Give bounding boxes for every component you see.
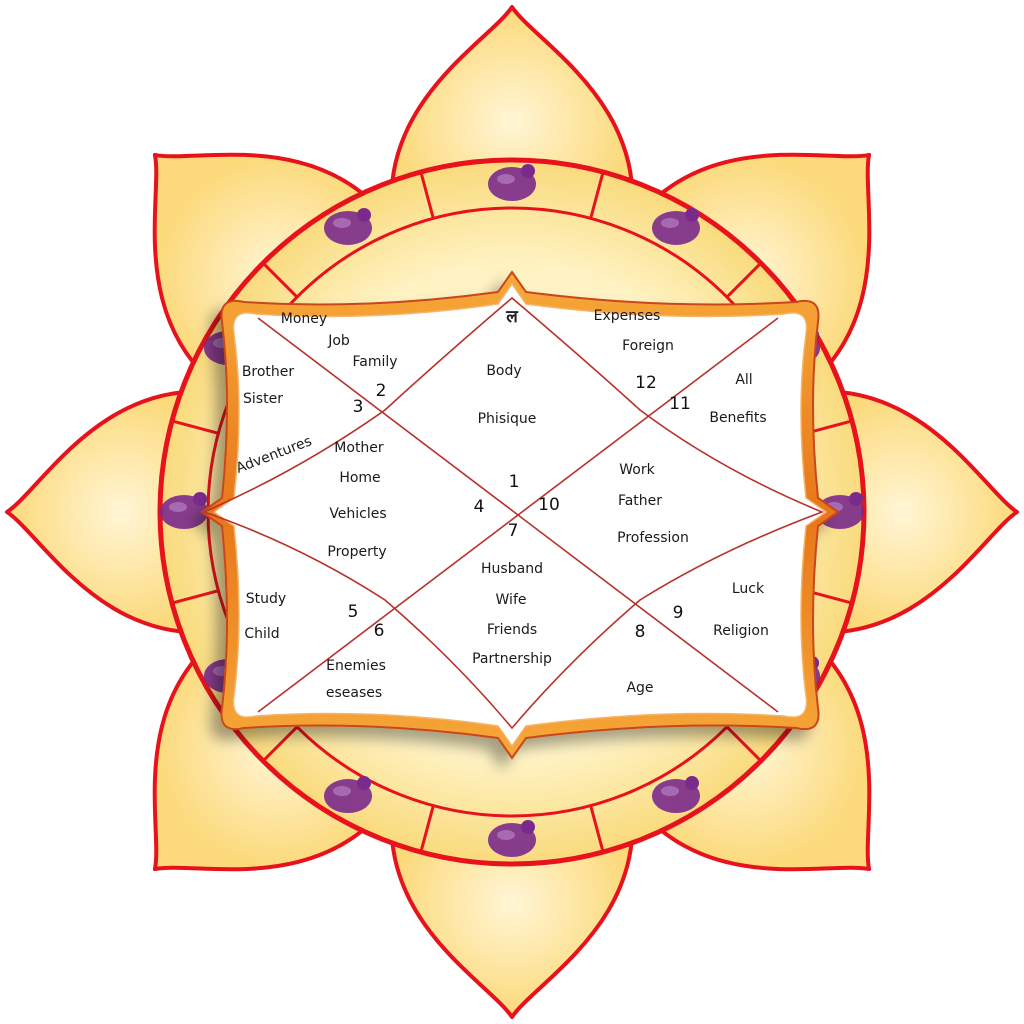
house-number-7: 7 xyxy=(508,521,519,541)
taurus-bull-icon xyxy=(652,207,700,245)
house-number-3: 3 xyxy=(353,397,364,417)
house-6-label: eseases xyxy=(326,685,382,701)
house-number-6: 6 xyxy=(374,621,385,641)
ring-divider xyxy=(171,419,219,435)
house-number-12: 12 xyxy=(635,373,657,393)
libra-scales-icon xyxy=(160,492,208,529)
chart-diamond xyxy=(201,296,825,730)
aries-ram-icon xyxy=(488,164,536,201)
leo-lion-icon xyxy=(488,820,536,857)
house-6-label: Enemies xyxy=(326,658,386,674)
ring-divider xyxy=(419,171,435,219)
house-4-label: Vehicles xyxy=(329,506,386,522)
lagna-glyph: ल xyxy=(505,307,519,327)
ring-divider xyxy=(589,171,605,219)
house-5-label: Study xyxy=(246,591,286,607)
chart-lines xyxy=(201,296,825,730)
house-11-label: Benefits xyxy=(709,410,766,426)
house-12-label: Foreign xyxy=(622,338,674,354)
gemini-twins-icon xyxy=(816,492,864,529)
house-1-label: Body xyxy=(486,363,521,379)
house-9-label: Religion xyxy=(713,623,769,639)
ring-divider xyxy=(419,805,435,853)
house-12-label: Expenses xyxy=(594,308,661,324)
house-2-label: Money xyxy=(281,311,327,327)
house-4-label: Property xyxy=(327,544,386,560)
capricorn-goat-icon xyxy=(324,776,372,814)
chart-diagonal xyxy=(257,317,779,713)
house-4-label: Mother xyxy=(334,440,384,456)
house-10-label: Profession xyxy=(617,530,689,546)
house-7-label: Friends xyxy=(487,622,537,638)
ring-divider xyxy=(262,262,299,299)
house-number-2: 2 xyxy=(376,381,387,401)
house-5-label: Child xyxy=(244,626,279,642)
house-7-label: Partnership xyxy=(472,651,552,667)
ring-divider xyxy=(171,589,219,605)
house-number-11: 11 xyxy=(669,394,691,414)
house-1-label: Phisique xyxy=(478,411,537,427)
house-11-label: All xyxy=(735,372,752,388)
aquarius-water-bearer-icon xyxy=(652,776,700,814)
house-2-label: Family xyxy=(352,354,397,370)
ring-divider xyxy=(725,725,762,762)
house-2-label: Job xyxy=(327,333,350,349)
house-4-label: Home xyxy=(339,470,380,486)
sagittarius-archer-icon xyxy=(324,207,372,245)
house-7-label: Wife xyxy=(496,592,527,608)
chart-frame-inner xyxy=(212,282,828,748)
house-number-1: 1 xyxy=(509,472,520,492)
house-number-4: 4 xyxy=(474,497,485,517)
house-10-label: Father xyxy=(618,493,662,509)
house-8-label: Age xyxy=(626,680,653,696)
ring-divider xyxy=(262,725,299,762)
house-number-8: 8 xyxy=(635,622,646,642)
house-9-label: Luck xyxy=(732,581,765,597)
house-7-label: Husband xyxy=(481,561,543,577)
house-3-label: Sister xyxy=(243,391,283,407)
house-number-5: 5 xyxy=(348,602,359,622)
house-10-label: Work xyxy=(619,462,655,478)
house-3-label: Brother xyxy=(242,364,295,380)
ring-divider xyxy=(589,805,605,853)
house-number-10: 10 xyxy=(538,495,560,515)
ring-divider xyxy=(725,262,762,299)
house-number-9: 9 xyxy=(673,603,684,623)
